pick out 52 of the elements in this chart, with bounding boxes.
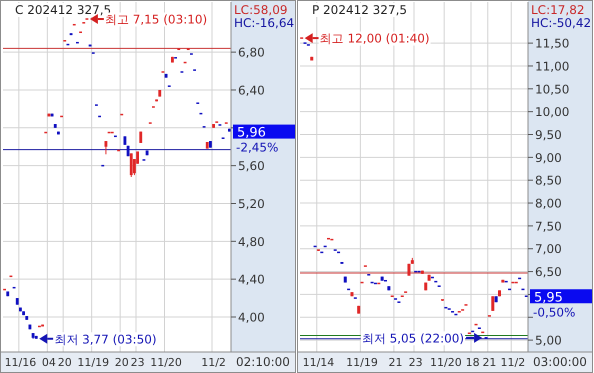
x-tick-label: 18 xyxy=(466,356,480,369)
y-tick-label: 6,50 xyxy=(535,265,562,280)
y-tick-label: 4,40 xyxy=(238,272,265,287)
y-tick-label: 10,50 xyxy=(535,82,570,96)
text: LC:58,09 xyxy=(234,3,288,17)
y-tick-label: 11,00 xyxy=(535,59,570,74)
x-tick-label: 04 xyxy=(42,356,56,369)
x-tick-label: 20 xyxy=(114,356,129,369)
y-tick-label: 10,00 xyxy=(535,105,570,120)
text: -2,45% xyxy=(236,140,278,155)
x-tick-label: 11/16 xyxy=(4,356,36,369)
y-tick-label: 8,00 xyxy=(535,196,562,211)
text: -0,50% xyxy=(533,305,576,320)
x-tick-label: 21 xyxy=(482,356,496,369)
x-tick-label: 20 xyxy=(58,356,72,369)
text: 5,95 xyxy=(534,290,563,306)
x-tick-label: 11/19 xyxy=(346,356,378,369)
text: HC:-16,64 xyxy=(234,16,294,30)
annotation: 최저 3,77 (03:50) xyxy=(54,332,157,346)
text: 5,96 xyxy=(237,126,266,141)
x-tick-label: 23 xyxy=(408,356,423,369)
annotation: 최고 7,15 (03:10) xyxy=(104,12,208,27)
candlestick xyxy=(491,296,494,312)
y-tick-label: 8,50 xyxy=(535,174,562,188)
y-tick-label: 5,00 xyxy=(535,334,562,348)
text: 03:00:00 xyxy=(533,355,587,369)
text: LC:17,82 xyxy=(531,3,584,17)
annotation: 최고 12,00 (01:40) xyxy=(320,32,430,46)
y-tick-label: 9,00 xyxy=(535,150,562,165)
x-tick-label: 23 xyxy=(130,356,145,369)
x-tick-label: 11/2 xyxy=(500,356,526,369)
text: HC:-50,42 xyxy=(531,16,592,30)
y-tick-label: 9,50 xyxy=(535,128,562,142)
x-tick-label: 11/20 xyxy=(430,356,462,369)
chart-title: P 202412 327,5 xyxy=(312,3,408,17)
x-tick-label: 11/14 xyxy=(302,356,334,369)
x-tick-label: 21 xyxy=(388,356,403,369)
candlestick xyxy=(104,140,108,155)
y-tick-label: 4,00 xyxy=(238,310,265,324)
y-tick-label: 7,00 xyxy=(535,242,562,256)
text: 02:10:00 xyxy=(236,355,290,369)
annotation: 최저 5,05 (22:00) xyxy=(362,331,464,346)
y-tick-label: 5,20 xyxy=(238,196,265,211)
y-tick-label: 5,60 xyxy=(238,159,265,174)
y-tick-label: 6,80 xyxy=(238,46,265,60)
y-tick-label: 7,50 xyxy=(535,219,562,234)
x-tick-label: 11/2 xyxy=(201,356,226,369)
y-tick-label: 6,40 xyxy=(238,83,265,98)
y-tick-label: 4,80 xyxy=(238,234,265,249)
y-tick-label: 11,50 xyxy=(535,36,570,51)
x-tick-label: 11/19 xyxy=(77,356,110,369)
x-tick-label: 11/20 xyxy=(150,356,182,369)
